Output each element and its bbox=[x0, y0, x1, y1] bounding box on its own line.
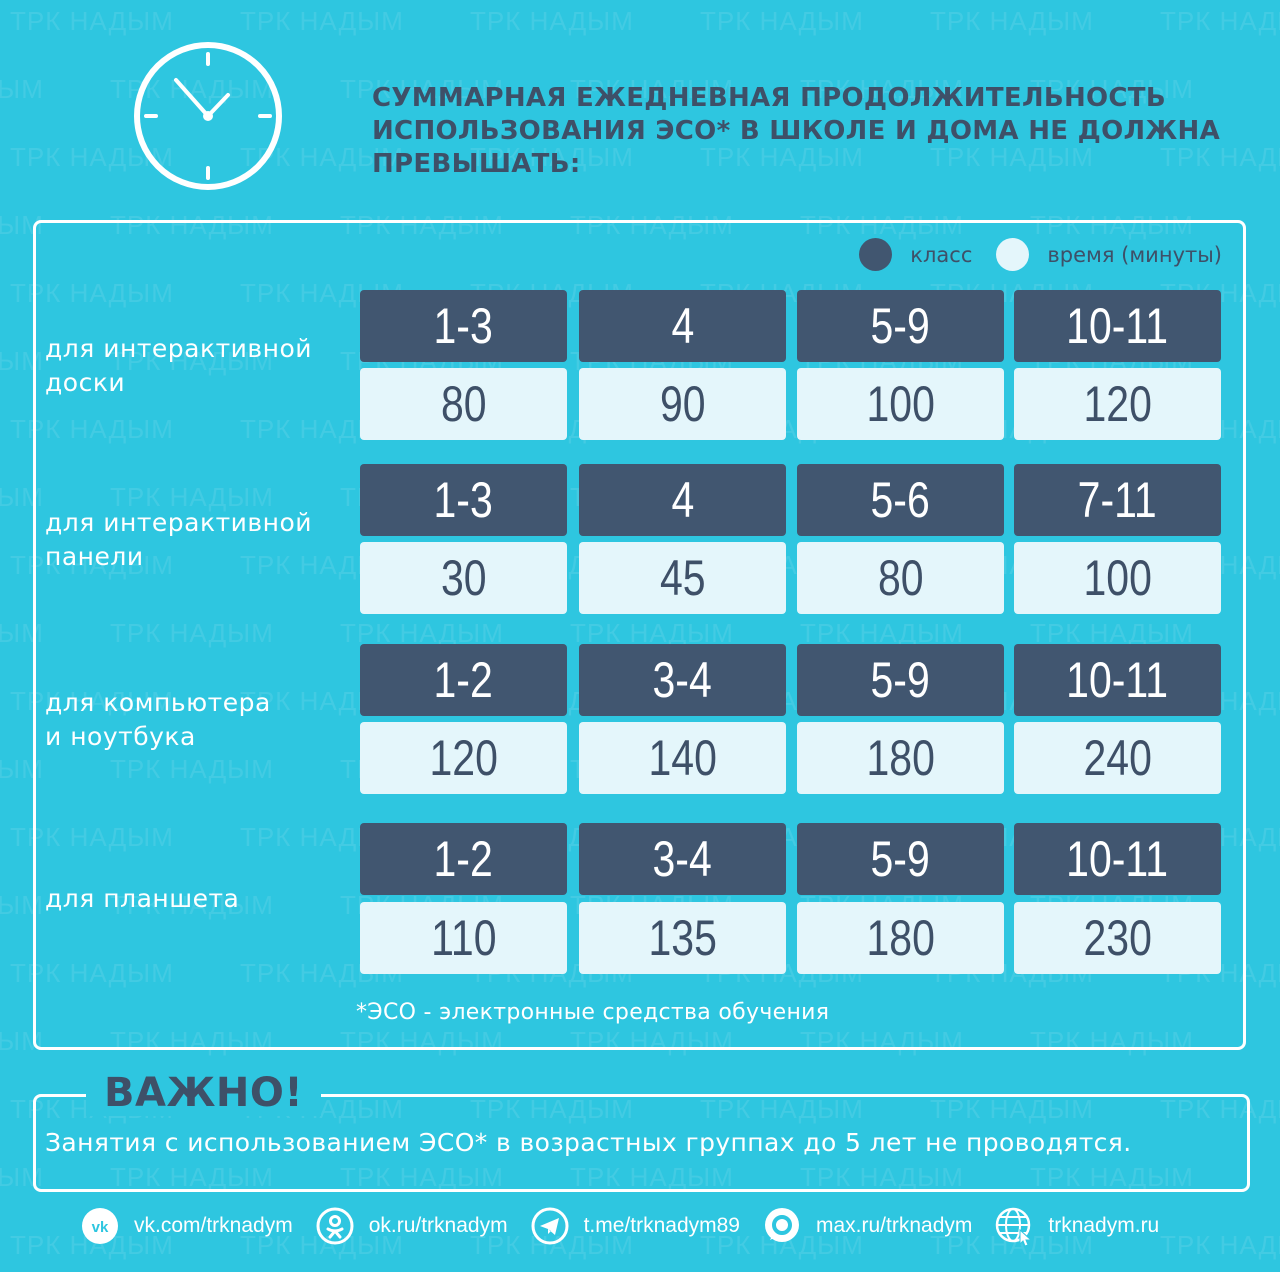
watermark-text: ТРК НАДЫМ bbox=[700, 6, 864, 36]
grade-swatch bbox=[859, 238, 893, 271]
row-label-line: и ноутбука bbox=[45, 722, 196, 751]
social-link-ok[interactable]: ok.ru/trknadym bbox=[315, 1206, 508, 1246]
watermark-text: ТРК НАДЫМ bbox=[10, 6, 174, 36]
row-label-line: для интерактивной bbox=[45, 508, 313, 537]
svg-text:vk: vk bbox=[92, 1219, 109, 1236]
globe-icon bbox=[994, 1206, 1034, 1246]
social-link-text: max.ru/trknadym bbox=[816, 1214, 973, 1237]
row-label-computer: для компьютера и ноутбука bbox=[45, 686, 345, 754]
grade-cell: 10-11 bbox=[1014, 823, 1221, 895]
telegram-icon bbox=[530, 1206, 570, 1246]
time-cell: 110 bbox=[360, 902, 567, 974]
time-cell: 30 bbox=[360, 542, 567, 614]
watermark-text: ТРК НАДЫМ bbox=[470, 6, 634, 36]
grade-cell: 4 bbox=[579, 290, 786, 362]
social-link-telegram[interactable]: t.me/trknadym89 bbox=[530, 1206, 740, 1246]
grade-cell: 7-11 bbox=[1014, 464, 1221, 536]
grade-cell: 5-9 bbox=[797, 823, 1004, 895]
grade-cell: 1-2 bbox=[360, 823, 567, 895]
grade-cell: 10-11 bbox=[1014, 290, 1221, 362]
social-link-text: ok.ru/trknadym bbox=[368, 1214, 508, 1237]
time-cell: 90 bbox=[579, 368, 786, 440]
max-icon bbox=[762, 1206, 802, 1246]
legend-item-grade: класс bbox=[859, 238, 972, 271]
grade-cell: 1-2 bbox=[360, 644, 567, 716]
row-label-line: для планшета bbox=[45, 884, 240, 913]
time-swatch bbox=[996, 238, 1030, 271]
grade-cell: 3-4 bbox=[579, 644, 786, 716]
limits-panel bbox=[33, 220, 1246, 1050]
row-label-panel: для интерактивной панели bbox=[45, 506, 345, 574]
footnote: *ЭСО - электронные средства обучения bbox=[356, 1000, 830, 1025]
social-link-website[interactable]: trknadym.ru bbox=[994, 1206, 1159, 1246]
social-link-text: t.me/trknadym89 bbox=[583, 1214, 740, 1237]
row-label-tablet: для планшета bbox=[45, 882, 345, 916]
time-cell: 45 bbox=[579, 542, 786, 614]
grade-cell: 10-11 bbox=[1014, 644, 1221, 716]
time-cell: 140 bbox=[579, 722, 786, 794]
important-box bbox=[33, 1094, 1250, 1192]
row-label-board: для интерактивной доски bbox=[45, 332, 345, 400]
watermark-text: ТРК НАДЫМ bbox=[930, 6, 1094, 36]
row-label-line: для компьютера bbox=[45, 688, 271, 717]
time-cell: 100 bbox=[797, 368, 1004, 440]
time-cell: 180 bbox=[797, 902, 1004, 974]
time-cell: 120 bbox=[360, 722, 567, 794]
row-label-line: панели bbox=[45, 542, 144, 571]
time-cell: 230 bbox=[1014, 902, 1221, 974]
time-cell: 80 bbox=[360, 368, 567, 440]
legend-item-time: время (минуты) bbox=[996, 238, 1222, 271]
time-cell: 135 bbox=[579, 902, 786, 974]
legend-grade-label: класс bbox=[910, 242, 973, 267]
social-links: vk vk.com/trknadym ok.ru/trknadym t.me/t… bbox=[80, 1206, 1181, 1246]
legend-time-label: время (минуты) bbox=[1047, 242, 1222, 267]
ok-icon bbox=[315, 1206, 355, 1246]
social-link-text: vk.com/trknadym bbox=[134, 1214, 293, 1237]
time-cell: 120 bbox=[1014, 368, 1221, 440]
grade-cell: 4 bbox=[579, 464, 786, 536]
grade-cell: 5-9 bbox=[797, 290, 1004, 362]
grade-cell: 5-9 bbox=[797, 644, 1004, 716]
important-title: ВАЖНО! bbox=[86, 1070, 322, 1116]
grade-cell: 5-6 bbox=[797, 464, 1004, 536]
time-cell: 180 bbox=[797, 722, 1004, 794]
time-cell: 240 bbox=[1014, 722, 1221, 794]
social-link-max[interactable]: max.ru/trknadym bbox=[762, 1206, 972, 1246]
grade-cell: 1-3 bbox=[360, 290, 567, 362]
row-label-line: для интерактивной bbox=[45, 334, 313, 363]
watermark-text: ТРК НАДЫМ bbox=[240, 6, 404, 36]
watermark-text: ТРК НАДЫМ bbox=[1160, 6, 1280, 36]
social-link-vk[interactable]: vk vk.com/trknadym bbox=[80, 1206, 293, 1246]
vk-icon: vk bbox=[80, 1206, 120, 1246]
grade-cell: 3-4 bbox=[579, 823, 786, 895]
important-text: Занятия с использованием ЭСО* в возрастн… bbox=[45, 1128, 1132, 1157]
row-label-line: доски bbox=[45, 368, 126, 397]
clock-icon bbox=[134, 42, 282, 190]
legend: класс время (минуты) bbox=[859, 238, 1222, 271]
time-cell: 80 bbox=[797, 542, 1004, 614]
social-link-text: trknadym.ru bbox=[1048, 1214, 1160, 1237]
grade-cell: 1-3 bbox=[360, 464, 567, 536]
watermark-text: ТРК НАДЫМ bbox=[0, 74, 44, 104]
time-cell: 100 bbox=[1014, 542, 1221, 614]
page-title: СУММАРНАЯ ЕЖЕДНЕВНАЯ ПРОДОЛЖИТЕЛЬНОСТЬ И… bbox=[372, 83, 1221, 179]
